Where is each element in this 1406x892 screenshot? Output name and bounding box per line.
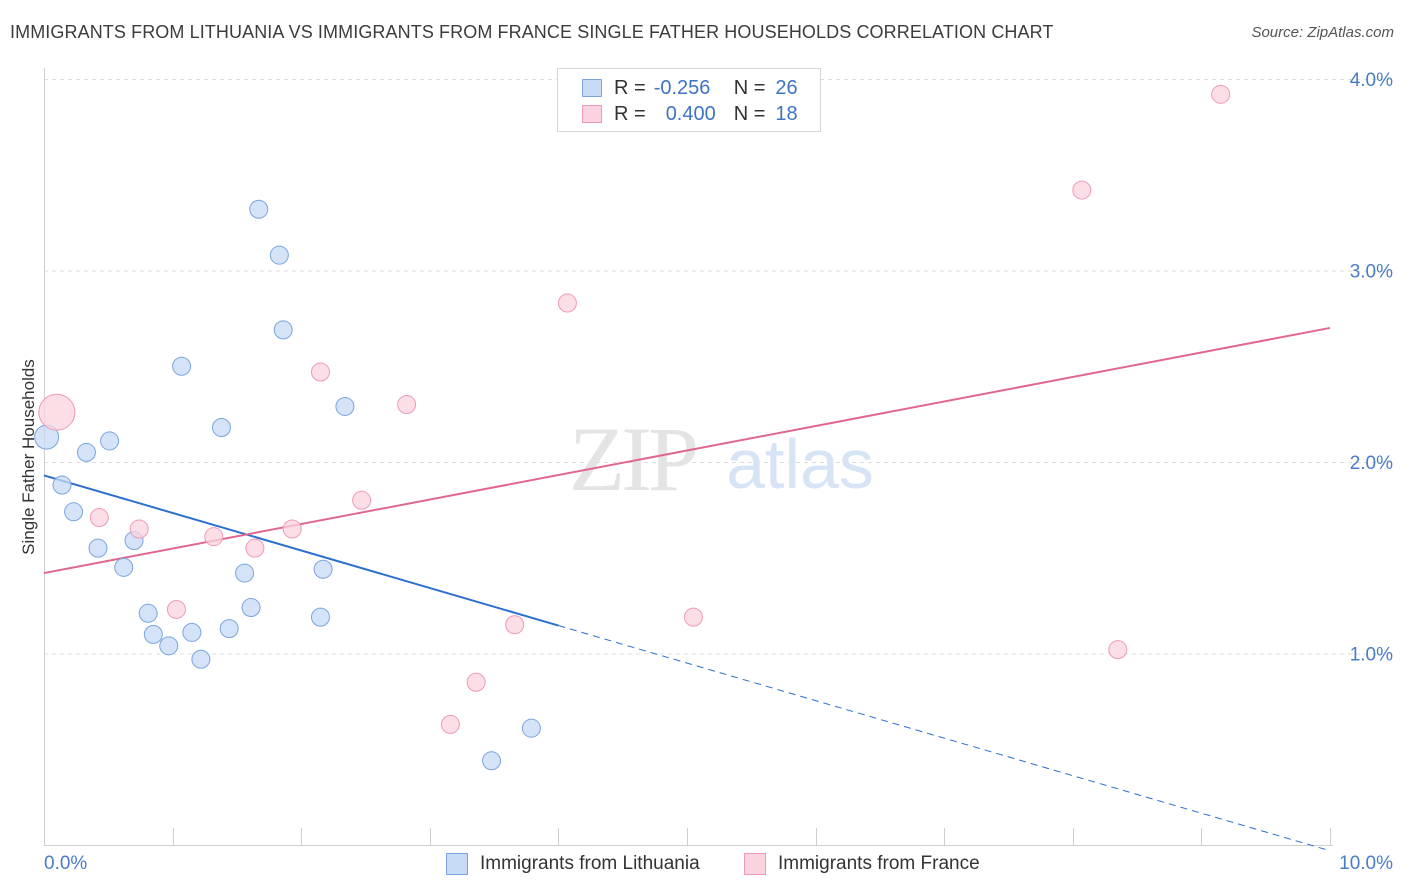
point-lithuania: [138, 603, 158, 623]
point-france: [38, 393, 76, 431]
point-lithuania: [335, 396, 355, 416]
series-swatch-lithuania: [446, 853, 468, 875]
trend-line-france: [43, 326, 1331, 575]
point-france: [557, 293, 577, 313]
x-tick-label-max: 10.0%: [1339, 853, 1393, 874]
point-lithuania: [88, 538, 108, 558]
legend-swatch-france: [582, 105, 602, 123]
point-lithuania: [269, 245, 289, 265]
y-tick-label: 4.0%: [1350, 70, 1393, 91]
series-legend-france: Immigrants from France: [744, 851, 980, 877]
point-lithuania: [182, 622, 202, 642]
point-france: [1072, 180, 1092, 200]
y-tick-label: 1.0%: [1350, 645, 1393, 666]
legend-r-label: R =: [614, 76, 646, 99]
watermark-atlas: atlas: [726, 425, 874, 503]
point-france: [166, 599, 186, 619]
point-france: [683, 607, 703, 627]
point-lithuania: [159, 636, 179, 656]
y-tick-label: 2.0%: [1350, 453, 1393, 474]
point-lithuania: [521, 718, 541, 738]
point-france: [397, 395, 417, 415]
point-lithuania: [52, 475, 72, 495]
point-france: [352, 490, 372, 510]
legend-r-label: R =: [614, 102, 646, 125]
series-legend-lithuania: Immigrants from Lithuania: [446, 851, 700, 877]
legend-row-france: R = 0.400 N = 18: [582, 102, 798, 126]
point-lithuania: [100, 431, 120, 451]
point-lithuania: [114, 557, 134, 577]
point-lithuania: [249, 199, 269, 219]
x-ticks: [173, 828, 1331, 845]
point-france: [505, 615, 525, 635]
point-lithuania: [211, 418, 231, 438]
point-france: [204, 527, 224, 547]
point-lithuania: [172, 356, 192, 376]
legend-row-lithuania: R = -0.256 N = 26: [582, 76, 798, 100]
point-lithuania: [241, 598, 261, 618]
legend-swatch-lithuania: [582, 79, 602, 97]
trend-line-lithuania-projection: [558, 625, 1331, 852]
point-lithuania: [191, 649, 211, 669]
point-france: [466, 672, 486, 692]
y-tick-label: 3.0%: [1350, 262, 1393, 283]
legend-n-value: 18: [775, 102, 798, 125]
point-france: [245, 538, 265, 558]
point-lithuania: [76, 442, 96, 462]
legend-n-value: 26: [775, 76, 798, 99]
series-label-france: Immigrants from France: [778, 853, 980, 874]
point-lithuania: [313, 559, 333, 579]
watermark: ZIP atlas: [569, 408, 874, 510]
data-points: [34, 84, 1231, 771]
point-france: [310, 362, 330, 382]
point-france: [129, 519, 149, 539]
legend-r-value: -0.256: [653, 76, 711, 99]
point-france: [89, 508, 109, 528]
point-lithuania: [273, 320, 293, 340]
point-france: [1108, 640, 1128, 660]
series-label-lithuania: Immigrants from Lithuania: [480, 853, 700, 874]
watermark-zip: ZIP: [569, 408, 696, 510]
axes: [44, 68, 1333, 846]
point-france: [282, 519, 302, 539]
point-lithuania: [219, 619, 239, 639]
point-lithuania: [310, 607, 330, 627]
legend-n-label: N =: [733, 102, 766, 125]
y-tick-labels: 1.0% 2.0% 3.0% 4.0%: [1350, 70, 1393, 666]
chart-title: IMMIGRANTS FROM LITHUANIA VS IMMIGRANTS …: [10, 22, 1054, 42]
point-lithuania: [64, 502, 84, 522]
correlation-legend: R = -0.256 N = 26 R = 0.400 N = 18: [557, 68, 821, 132]
x-tick-label-min: 0.0%: [44, 853, 87, 874]
point-lithuania: [482, 751, 502, 771]
legend-r-value: 0.400: [665, 102, 716, 125]
series-swatch-france: [744, 853, 766, 875]
point-france: [1211, 84, 1231, 104]
trend-line-lithuania: [43, 474, 559, 627]
source-label: Source: ZipAtlas.com: [1251, 24, 1394, 41]
point-lithuania: [143, 624, 163, 644]
trend-lines: [43, 326, 1331, 852]
legend-n-label: N =: [733, 76, 766, 99]
point-france: [440, 714, 460, 734]
point-lithuania: [235, 563, 255, 583]
